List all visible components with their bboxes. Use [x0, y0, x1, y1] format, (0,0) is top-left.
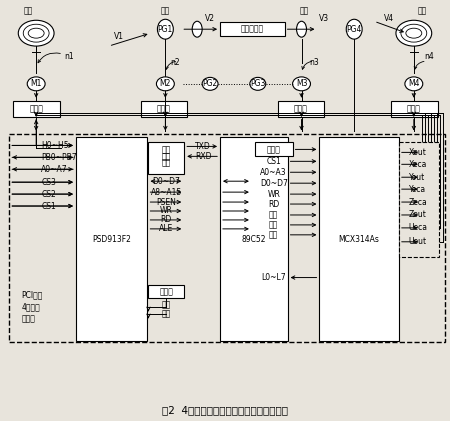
Ellipse shape: [406, 28, 422, 38]
Text: 89C52: 89C52: [242, 235, 266, 244]
Ellipse shape: [158, 19, 173, 39]
Bar: [220, 22, 285, 36]
Ellipse shape: [157, 77, 174, 91]
Text: PG4: PG4: [346, 25, 362, 34]
Text: 调速器: 调速器: [293, 104, 307, 113]
Text: 收料: 收料: [417, 7, 427, 16]
Ellipse shape: [396, 20, 432, 46]
Text: 脉冲源: 脉冲源: [267, 145, 281, 154]
Text: n4: n4: [424, 51, 434, 61]
Ellipse shape: [292, 77, 310, 91]
Ellipse shape: [23, 24, 49, 42]
Text: 串口: 串口: [162, 145, 171, 154]
Text: 急停: 急停: [269, 230, 278, 239]
Text: 放料: 放料: [23, 7, 33, 16]
Ellipse shape: [401, 24, 427, 42]
Text: PSD913F2: PSD913F2: [92, 235, 131, 244]
Text: CS2: CS2: [41, 189, 56, 199]
Text: PB0~PB7: PB0~PB7: [41, 153, 77, 162]
Text: WR: WR: [160, 206, 173, 216]
Text: M4: M4: [408, 79, 419, 88]
Text: PG2: PG2: [202, 79, 218, 88]
Text: 复位: 复位: [162, 310, 171, 319]
Text: MCX314As: MCX314As: [339, 235, 380, 244]
Bar: [9, 133, 445, 342]
Text: 调速器: 调速器: [157, 104, 170, 113]
Text: 图2  4轴运动控制卡及其带料加工生产过程: 图2 4轴运动控制卡及其带料加工生产过程: [162, 406, 288, 416]
Ellipse shape: [202, 77, 218, 90]
Bar: [140, 101, 187, 117]
Text: RXD: RXD: [195, 152, 212, 161]
Ellipse shape: [192, 21, 202, 37]
Ellipse shape: [346, 19, 362, 39]
Text: L0~L7: L0~L7: [261, 273, 286, 282]
Text: CS1: CS1: [41, 202, 56, 210]
Text: RD: RD: [161, 216, 172, 224]
Text: V1: V1: [114, 32, 124, 41]
Text: D0~D7: D0~D7: [260, 179, 288, 188]
Text: 脉冲源: 脉冲源: [159, 287, 173, 296]
Text: M2: M2: [160, 79, 171, 88]
Text: CS3: CS3: [41, 178, 56, 187]
Text: PSEN: PSEN: [157, 197, 176, 207]
Bar: [320, 138, 399, 341]
Ellipse shape: [405, 77, 423, 91]
Text: D0~D7: D0~D7: [153, 177, 180, 186]
Text: V3: V3: [320, 14, 329, 23]
Text: M3: M3: [296, 79, 307, 88]
Text: PG1: PG1: [158, 25, 173, 34]
Bar: [220, 138, 288, 341]
Text: Xout: Xout: [409, 148, 427, 157]
Text: Uout: Uout: [409, 237, 427, 246]
Text: 控制卡: 控制卡: [21, 315, 35, 324]
Text: A0~A3: A0~A3: [261, 168, 287, 177]
Bar: [148, 142, 184, 174]
Text: M1: M1: [31, 79, 42, 88]
Text: ALE: ALE: [159, 224, 174, 233]
Text: n1: n1: [64, 51, 74, 61]
Ellipse shape: [297, 21, 306, 37]
Text: 调速器: 调速器: [407, 104, 421, 113]
Bar: [255, 142, 292, 156]
Text: 牵出: 牵出: [300, 7, 309, 16]
Text: TXD: TXD: [195, 142, 211, 151]
Text: 调速器: 调速器: [29, 104, 43, 113]
Text: CS1: CS1: [266, 157, 281, 166]
Text: H0~H5: H0~H5: [41, 141, 69, 150]
Bar: [278, 101, 324, 117]
Bar: [148, 285, 184, 298]
Text: 4轴运动: 4轴运动: [21, 303, 40, 312]
Text: PCI总线: PCI总线: [21, 290, 43, 299]
Bar: [391, 101, 438, 117]
Bar: [14, 101, 60, 117]
Text: Yout: Yout: [409, 173, 425, 182]
Bar: [399, 142, 439, 257]
Text: 进给: 进给: [161, 7, 170, 16]
Text: Zeca: Zeca: [409, 197, 428, 207]
Text: WR: WR: [267, 189, 280, 199]
Text: RD: RD: [268, 200, 279, 208]
Text: A0~A7: A0~A7: [41, 165, 68, 174]
Text: 复位: 复位: [269, 210, 278, 219]
Text: A8~A15: A8~A15: [151, 188, 182, 197]
Text: n2: n2: [171, 59, 180, 67]
Ellipse shape: [28, 28, 44, 38]
Text: V4: V4: [384, 14, 394, 23]
Ellipse shape: [18, 20, 54, 46]
Bar: [76, 138, 148, 341]
Text: 中断: 中断: [162, 300, 171, 309]
Text: Ueca: Ueca: [409, 224, 428, 232]
Text: 各加工单元: 各加工单元: [240, 25, 263, 34]
Ellipse shape: [27, 77, 45, 91]
Text: Xeca: Xeca: [409, 160, 427, 169]
Ellipse shape: [250, 77, 266, 90]
Text: 通信: 通信: [162, 152, 171, 161]
Text: 中断: 中断: [269, 221, 278, 229]
Text: PG3: PG3: [250, 79, 266, 88]
Text: n3: n3: [310, 59, 320, 67]
Text: Zout: Zout: [409, 210, 427, 219]
Text: V2: V2: [205, 14, 215, 23]
Text: Yeca: Yeca: [409, 185, 426, 194]
Text: 电路: 电路: [162, 159, 171, 168]
